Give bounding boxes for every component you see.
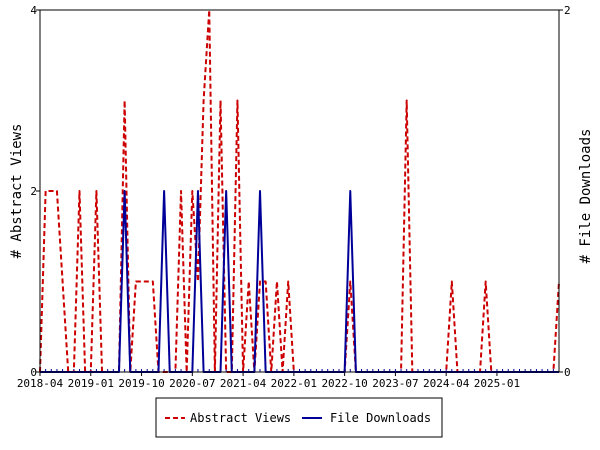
x-axis-ticks: 2018-04 2019-01 2019-10 2020-07 2021-04 2022-… [17, 369, 560, 390]
y-left-tick-label: 4 [30, 4, 37, 17]
legend-box [155, 397, 443, 438]
x-tick-label: 2024-04 [423, 377, 470, 390]
y-right-tick-label: 2 [564, 4, 571, 17]
x-tick-label: 2020-07 [169, 377, 215, 390]
y-left-tick-label: 0 [30, 366, 37, 379]
x-tick-label: 2023-07 [372, 377, 418, 390]
y-left-tick-label: 2 [30, 185, 37, 198]
y-axis-right-title: # File Downloads [578, 129, 594, 264]
x-tick-label: 2019-01 [68, 377, 114, 390]
x-tick-label: 2025-01 [474, 377, 520, 390]
x-tick-label: 2019-10 [118, 377, 164, 390]
x-tick-label: 2018-04 [17, 377, 64, 390]
x-tick-label: 2022-10 [321, 377, 367, 390]
legend-label-abstract-views: Abstract Views [190, 411, 291, 425]
y-axis-ticks: 0 2 4 0 2 [30, 4, 570, 379]
legend-label-file-downloads: File Downloads [330, 411, 431, 425]
y-axis-left-title: # Abstract Views [9, 124, 25, 259]
x-tick-label: 2022-01 [271, 377, 317, 390]
plot-frame [39, 9, 560, 373]
y-right-tick-label: 0 [564, 366, 571, 379]
x-tick-label: 2021-04 [220, 377, 267, 390]
legend: Abstract Views File Downloads [155, 397, 443, 438]
